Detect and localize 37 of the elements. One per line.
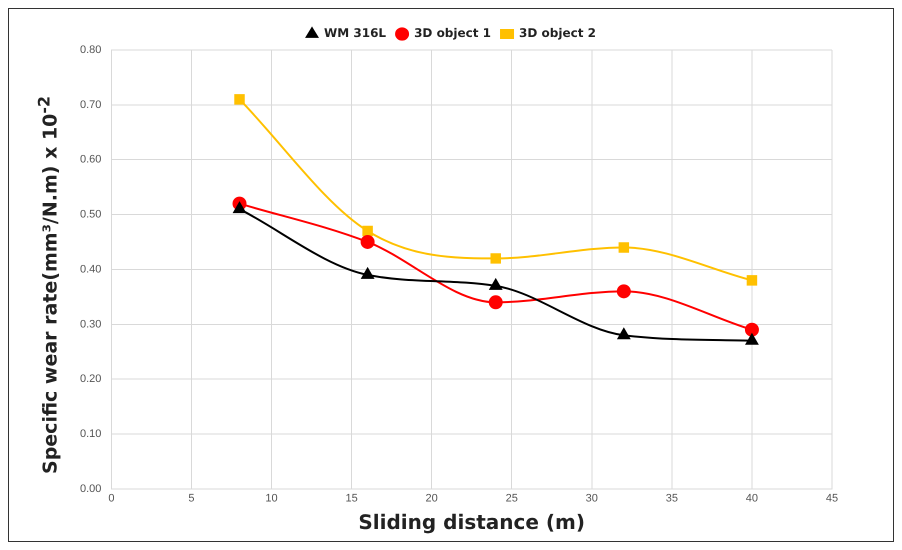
x-tick-label: 45	[826, 492, 838, 504]
point	[234, 94, 245, 105]
x-tick-label: 10	[265, 492, 278, 504]
y-tick-label: 0.00	[80, 482, 102, 495]
point	[490, 278, 502, 290]
x-tick-label: 0	[108, 492, 114, 504]
point	[488, 295, 503, 310]
legend-label: WM 316L	[324, 26, 386, 40]
y-tick-label: 0.30	[80, 318, 102, 330]
point	[361, 268, 374, 279]
x-tick-label: 30	[586, 492, 598, 504]
y-tick-label: 0.40	[80, 263, 102, 276]
legend-label: 3D object 1	[414, 26, 492, 40]
y-tick-label: 0.20	[80, 373, 102, 386]
point	[744, 322, 759, 337]
point	[362, 226, 373, 236]
y-tick-label: 0.50	[80, 208, 102, 221]
x-tick-label: 40	[746, 492, 758, 504]
point	[490, 253, 501, 264]
point	[746, 334, 758, 345]
x-axis-title: Sliding distance (m)	[358, 510, 586, 534]
y-tick-label: 0.80	[80, 44, 102, 56]
y-tick-label: 0.60	[80, 154, 102, 166]
x-tick-label: 5	[188, 492, 195, 504]
x-tick-label: 35	[666, 492, 678, 504]
y-tick-label: 0.70	[80, 98, 102, 111]
point	[616, 284, 631, 298]
point	[618, 242, 630, 253]
x-tick-label: 20	[426, 492, 438, 504]
point	[746, 275, 758, 286]
legend-label: 3D object 2	[519, 26, 596, 40]
point	[233, 202, 246, 214]
point	[360, 234, 375, 249]
point	[618, 328, 630, 340]
x-tick-label: 15	[345, 492, 358, 504]
y-tick-label: 0.10	[80, 428, 102, 440]
x-tick-label: 25	[506, 492, 518, 504]
